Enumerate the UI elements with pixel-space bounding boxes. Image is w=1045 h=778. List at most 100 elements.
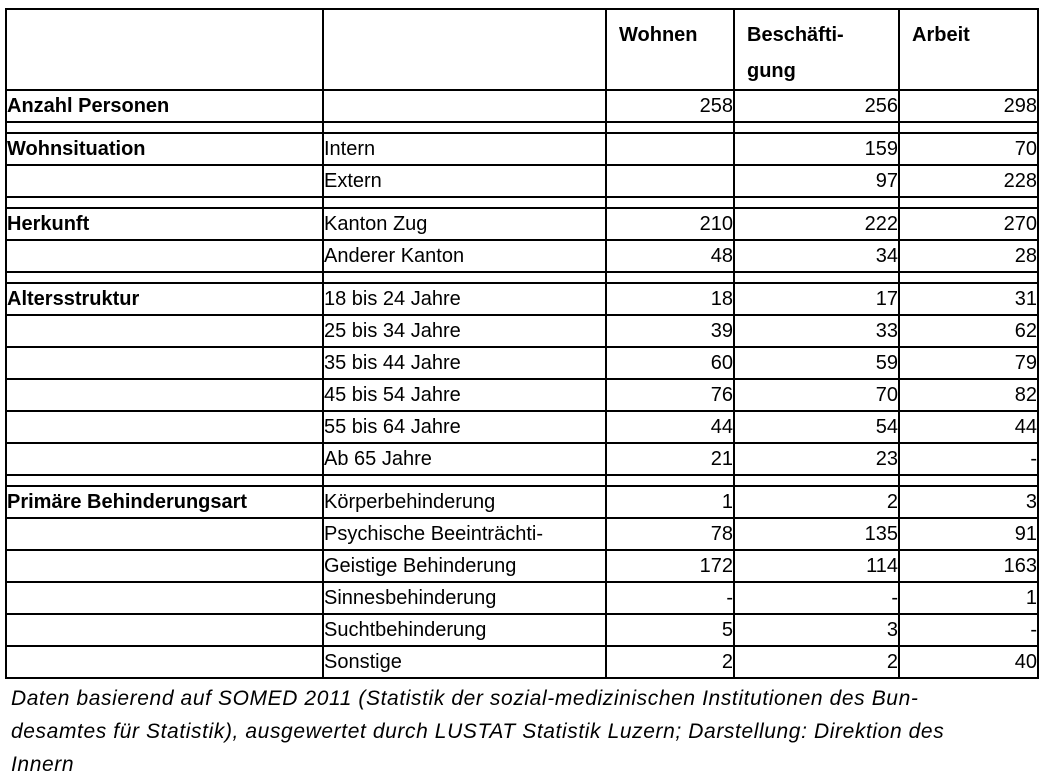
value-cell-beschaeftigung: 2 <box>733 645 900 679</box>
category-cell <box>5 442 324 476</box>
subcategory-cell: Geistige Behinderung <box>322 549 607 583</box>
value-cell-arbeit: 3 <box>898 485 1039 519</box>
value-cell-arbeit: 70 <box>898 132 1039 166</box>
header-cell-wohnen: Wohnen <box>605 8 735 91</box>
value-cell-arbeit: 79 <box>898 346 1039 380</box>
value-cell-wohnen: 44 <box>605 410 735 444</box>
value-cell-wohnen: - <box>605 581 735 615</box>
value-cell-arbeit: 91 <box>898 517 1039 551</box>
value-cell-beschaeftigung: 222 <box>733 207 900 241</box>
spacer-cell <box>5 121 324 134</box>
table-row: 55 bis 64 Jahre 44 54 44 <box>5 410 1039 444</box>
value-cell-arbeit: 44 <box>898 410 1039 444</box>
subcategory-cell: 18 bis 24 Jahre <box>322 282 607 316</box>
category-cell: Anzahl Personen <box>5 89 324 123</box>
subcategory-cell: 55 bis 64 Jahre <box>322 410 607 444</box>
value-cell-beschaeftigung: 34 <box>733 239 900 273</box>
category-cell: Primäre Behinderungsart <box>5 485 324 519</box>
value-cell-wohnen <box>605 132 735 166</box>
value-cell-arbeit: 62 <box>898 314 1039 348</box>
value-cell-wohnen: 210 <box>605 207 735 241</box>
value-cell-beschaeftigung: 159 <box>733 132 900 166</box>
table-body: Anzahl Personen 258 256 298 Wohnsituation Int… <box>5 89 1039 679</box>
value-cell-wohnen: 76 <box>605 378 735 412</box>
spacer-cell <box>898 474 1039 487</box>
spacer-cell <box>898 196 1039 209</box>
value-cell-wohnen <box>605 164 735 198</box>
header-cell-arbeit: Arbeit <box>898 8 1039 91</box>
value-cell-beschaeftigung: 256 <box>733 89 900 123</box>
spacer-cell <box>733 474 900 487</box>
category-cell <box>5 346 324 380</box>
subcategory-cell: Ab 65 Jahre <box>322 442 607 476</box>
value-cell-wohnen: 258 <box>605 89 735 123</box>
value-cell-wohnen: 78 <box>605 517 735 551</box>
value-cell-wohnen: 5 <box>605 613 735 647</box>
value-cell-arbeit: 270 <box>898 207 1039 241</box>
table-header-row: Wohnen Beschäfti- gung Arbeit <box>5 8 1039 91</box>
table-row: Psychische Beeinträchti- 78 135 91 <box>5 517 1039 551</box>
value-cell-beschaeftigung: 70 <box>733 378 900 412</box>
source-footnote: Daten basierend auf SOMED 2011 (Statisti… <box>11 687 945 776</box>
spacer-cell <box>898 121 1039 134</box>
category-cell <box>5 517 324 551</box>
value-cell-beschaeftigung: 23 <box>733 442 900 476</box>
table-row: Wohnsituation Intern 159 70 <box>5 132 1039 166</box>
value-cell-wohnen: 18 <box>605 282 735 316</box>
table-row: Anderer Kanton 48 34 28 <box>5 239 1039 273</box>
table-row: Herkunft Kanton Zug 210 222 270 <box>5 207 1039 241</box>
spacer-row <box>5 271 1039 284</box>
spacer-row <box>5 121 1039 134</box>
value-cell-arbeit: 228 <box>898 164 1039 198</box>
spacer-cell <box>898 271 1039 284</box>
table-row: 45 bis 54 Jahre 76 70 82 <box>5 378 1039 412</box>
table-row: Altersstruktur 18 bis 24 Jahre 18 17 31 <box>5 282 1039 316</box>
subcategory-cell: Sinnesbehinderung <box>322 581 607 615</box>
subcategory-cell: Anderer Kanton <box>322 239 607 273</box>
value-cell-arbeit: 298 <box>898 89 1039 123</box>
category-cell: Herkunft <box>5 207 324 241</box>
subcategory-cell: Sonstige <box>322 645 607 679</box>
spacer-row <box>5 196 1039 209</box>
table-row: Sinnesbehinderung - -1 <box>5 581 1039 615</box>
category-cell <box>5 378 324 412</box>
value-cell-wohnen: 60 <box>605 346 735 380</box>
category-cell <box>5 581 324 615</box>
subcategory-cell: Psychische Beeinträchti- <box>322 517 607 551</box>
value-cell-beschaeftigung: - <box>733 581 900 615</box>
spacer-cell <box>322 121 607 134</box>
value-cell-arbeit: 28 <box>898 239 1039 273</box>
subcategory-cell: Suchtbehinderung <box>322 613 607 647</box>
header-cell-beschaeftigung: Beschäfti- gung <box>733 8 900 91</box>
spacer-cell <box>322 474 607 487</box>
spacer-cell <box>5 474 324 487</box>
value-cell-beschaeftigung: 114 <box>733 549 900 583</box>
value-cell-wohnen: 48 <box>605 239 735 273</box>
category-cell: Wohnsituation <box>5 132 324 166</box>
value-cell-wohnen: 39 <box>605 314 735 348</box>
value-cell-arbeit: 163 <box>898 549 1039 583</box>
subcategory-cell: Extern <box>322 164 607 198</box>
value-cell-beschaeftigung: 2 <box>733 485 900 519</box>
spacer-cell <box>733 121 900 134</box>
spacer-cell <box>605 271 735 284</box>
category-cell: Altersstruktur <box>5 282 324 316</box>
subcategory-cell: 35 bis 44 Jahre <box>322 346 607 380</box>
value-cell-beschaeftigung: 17 <box>733 282 900 316</box>
value-cell-arbeit: 31 <box>898 282 1039 316</box>
spacer-cell <box>605 474 735 487</box>
value-cell-wohnen: 2 <box>605 645 735 679</box>
value-cell-beschaeftigung: 33 <box>733 314 900 348</box>
value-cell-arbeit: 82 <box>898 378 1039 412</box>
category-cell <box>5 164 324 198</box>
subcategory-cell: 45 bis 54 Jahre <box>322 378 607 412</box>
spacer-cell <box>605 196 735 209</box>
spacer-row <box>5 474 1039 487</box>
value-cell-beschaeftigung: 3 <box>733 613 900 647</box>
spacer-cell <box>5 196 324 209</box>
value-cell-wohnen: 21 <box>605 442 735 476</box>
table-row: Anzahl Personen 258 256 298 <box>5 89 1039 123</box>
table-row: Sonstige 2 2 40 <box>5 645 1039 679</box>
value-cell-arbeit: 40 <box>898 645 1039 679</box>
